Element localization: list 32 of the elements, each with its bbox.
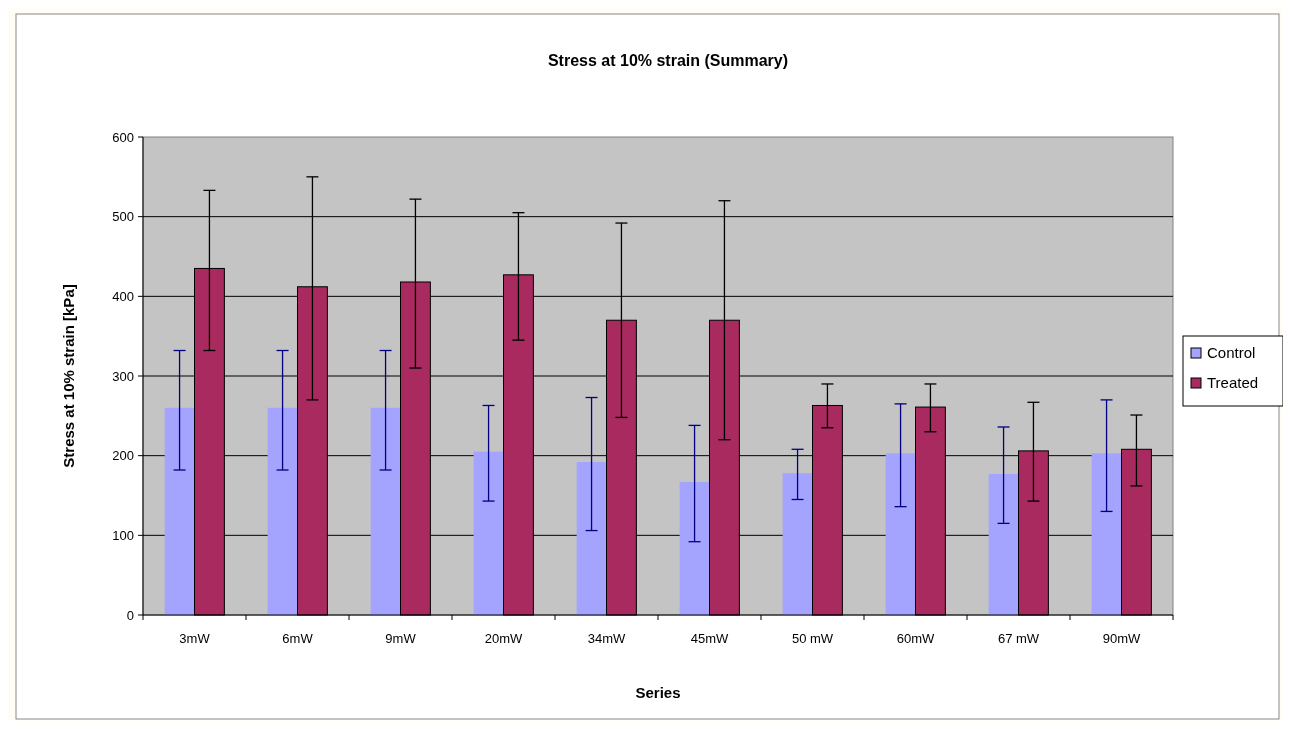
bar bbox=[782, 473, 813, 615]
bar bbox=[164, 407, 195, 615]
bar bbox=[1091, 453, 1122, 615]
bar bbox=[988, 473, 1019, 615]
y-tick-label: 500 bbox=[112, 209, 134, 225]
x-tick-label: 45mW bbox=[690, 631, 730, 646]
bar bbox=[473, 451, 504, 615]
y-tick-label: 100 bbox=[112, 527, 134, 543]
legend-label: Treated bbox=[1207, 374, 1259, 392]
y-tick-label: 200 bbox=[112, 448, 134, 464]
x-tick-label: 60mW bbox=[896, 631, 936, 646]
y-tick-label: 600 bbox=[112, 129, 134, 145]
bar bbox=[267, 407, 298, 615]
bar bbox=[885, 453, 916, 615]
bar bbox=[370, 407, 401, 615]
x-tick-label: 34mW bbox=[587, 631, 627, 646]
x-tick-label: 67 mW bbox=[997, 631, 1040, 646]
legend-label: Control bbox=[1207, 344, 1256, 362]
y-tick-label: 400 bbox=[112, 288, 134, 304]
y-tick-label: 300 bbox=[112, 368, 134, 384]
x-axis-title: Series bbox=[635, 684, 681, 701]
x-tick-label: 90mW bbox=[1102, 631, 1142, 646]
x-tick-label: 20mW bbox=[484, 631, 524, 646]
chart-title: Stress at 10% strain (Summary) bbox=[547, 52, 789, 69]
bar bbox=[679, 481, 710, 615]
bar bbox=[576, 462, 607, 615]
x-tick-label: 3mW bbox=[179, 631, 211, 646]
x-tick-label: 6mW bbox=[282, 631, 314, 646]
x-tick-label: 50 mW bbox=[791, 631, 834, 646]
y-tick-label: 0 bbox=[126, 607, 134, 623]
x-tick-label: 9mW bbox=[385, 631, 417, 646]
y-axis-title: Stress at 10% strain [kPa] bbox=[60, 284, 77, 468]
